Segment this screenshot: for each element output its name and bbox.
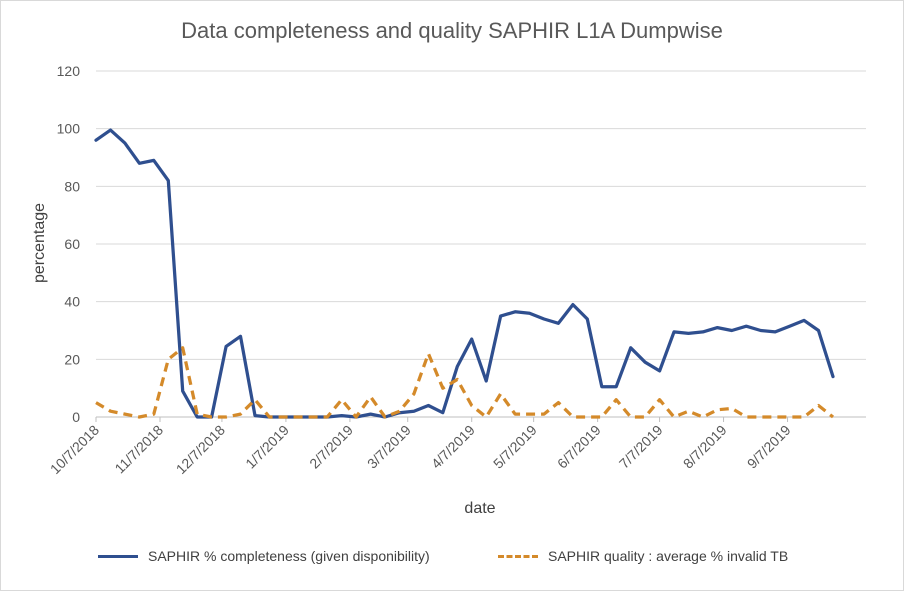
- x-tick-label: 5/7/2019: [490, 422, 540, 472]
- y-tick-label: 100: [57, 121, 81, 137]
- x-tick-label: 3/7/2019: [364, 422, 414, 472]
- y-tick-label: 60: [64, 236, 80, 252]
- y-tick-labels: 0 20 40 60 80 100 120: [57, 63, 81, 425]
- x-tick-label: 12/7/2018: [173, 422, 229, 478]
- gridlines: [96, 70, 866, 360]
- x-tick-label: 7/7/2019: [616, 422, 666, 472]
- x-tick-label: 9/7/2019: [744, 422, 794, 472]
- legend-item-quality: SAPHIR quality : average % invalid TB: [498, 548, 788, 564]
- chart-title: Data completeness and quality SAPHIR L1A…: [181, 18, 723, 43]
- x-tick-label: 2/7/2019: [306, 422, 356, 472]
- x-tick-label: 4/7/2019: [428, 422, 478, 472]
- x-tick-label: 8/7/2019: [680, 422, 730, 472]
- y-tick-label: 40: [64, 294, 80, 310]
- x-tick-label: 10/7/2018: [47, 422, 103, 478]
- legend-swatch-solid: [98, 554, 138, 558]
- x-axis-label: date: [464, 500, 496, 517]
- series-lines: [94, 128, 835, 419]
- y-tick-label: 120: [57, 63, 81, 79]
- x-tick-label: 1/7/2019: [242, 422, 292, 472]
- legend: SAPHIR % completeness (given disponibili…: [0, 548, 904, 572]
- series-line-completeness: [94, 128, 835, 419]
- series-line-quality: [95, 346, 835, 419]
- x-tick-label: 6/7/2019: [554, 422, 604, 472]
- y-tick-label: 20: [64, 351, 80, 367]
- legend-label-completeness: SAPHIR % completeness (given disponibili…: [148, 548, 430, 564]
- y-tick-label: 0: [72, 409, 80, 425]
- x-tick-label: 11/7/2018: [111, 422, 166, 477]
- y-tick-label: 80: [64, 178, 80, 194]
- legend-label-quality: SAPHIR quality : average % invalid TB: [548, 548, 789, 564]
- legend-item-completeness: SAPHIR % completeness (given disponibili…: [98, 548, 430, 564]
- legend-swatch-dashed: [498, 554, 538, 558]
- x-tick-labels: 10/7/2018 11/7/2018 12/7/2018 1/7/2019 2/7/2…: [47, 422, 794, 478]
